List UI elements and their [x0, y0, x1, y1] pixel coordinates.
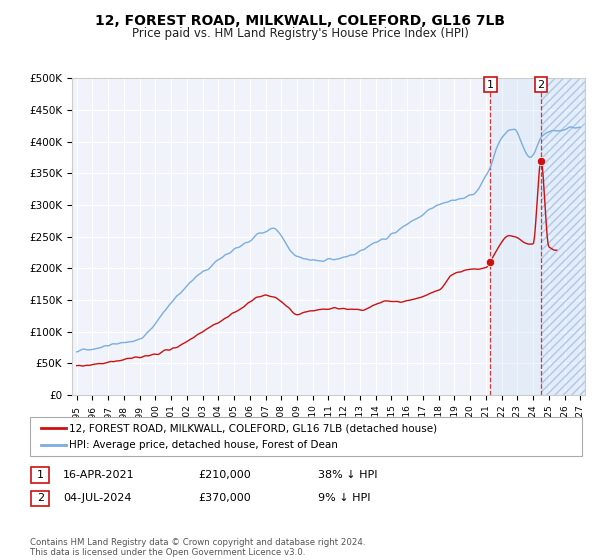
Bar: [541, 78, 588, 395]
Bar: [490, 78, 541, 395]
Text: £370,000: £370,000: [198, 493, 251, 503]
Text: 12, FOREST ROAD, MILKWALL, COLEFORD, GL16 7LB (detached house): 12, FOREST ROAD, MILKWALL, COLEFORD, GL1…: [69, 423, 437, 433]
Text: Contains HM Land Registry data © Crown copyright and database right 2024.
This d: Contains HM Land Registry data © Crown c…: [30, 538, 365, 557]
Text: 16-APR-2021: 16-APR-2021: [63, 470, 134, 480]
Text: 2: 2: [37, 493, 44, 503]
Text: HPI: Average price, detached house, Forest of Dean: HPI: Average price, detached house, Fore…: [69, 440, 338, 450]
Text: 38% ↓ HPI: 38% ↓ HPI: [318, 470, 377, 480]
Text: 1: 1: [487, 80, 494, 90]
Text: £210,000: £210,000: [198, 470, 251, 480]
Text: 9% ↓ HPI: 9% ↓ HPI: [318, 493, 371, 503]
Text: 12, FOREST ROAD, MILKWALL, COLEFORD, GL16 7LB: 12, FOREST ROAD, MILKWALL, COLEFORD, GL1…: [95, 14, 505, 28]
Text: 2: 2: [538, 80, 545, 90]
Text: 1: 1: [37, 470, 44, 480]
Bar: [541, 78, 588, 395]
Text: Price paid vs. HM Land Registry's House Price Index (HPI): Price paid vs. HM Land Registry's House …: [131, 27, 469, 40]
Text: 04-JUL-2024: 04-JUL-2024: [63, 493, 131, 503]
